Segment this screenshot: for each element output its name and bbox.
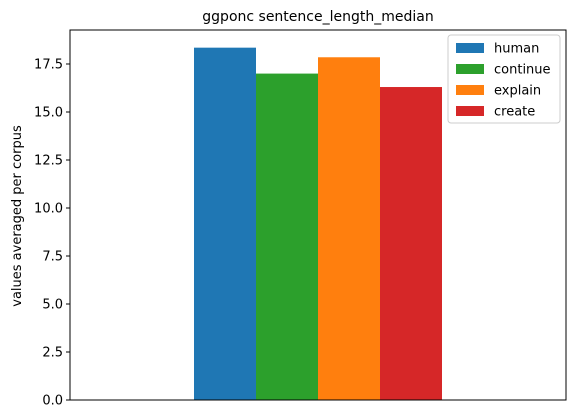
- y-tick-label: 17.5: [34, 57, 63, 72]
- legend-swatch-explain: [456, 85, 484, 95]
- bar-human: [194, 47, 256, 400]
- legend-label-continue: continue: [494, 63, 551, 78]
- y-tick-label: 12.5: [34, 153, 63, 168]
- legend-label-explain: explain: [494, 84, 541, 99]
- y-tick-label: 0.0: [42, 394, 63, 409]
- y-axis-label: values averaged per corpus: [10, 125, 25, 307]
- y-tick-label: 15.0: [34, 105, 63, 120]
- plot-frame: [69, 29, 567, 401]
- legend-label-human: human: [494, 42, 539, 57]
- bar-continue: [256, 73, 318, 401]
- legend-swatch-continue: [456, 64, 484, 74]
- y-tick-label: 7.5: [42, 249, 63, 264]
- y-tick-label: 5.0: [42, 297, 63, 312]
- bar-explain: [318, 57, 380, 401]
- chart-title: ggponc sentence_length_median: [202, 9, 433, 25]
- legend: human continue explain create: [447, 34, 561, 124]
- legend-box: [447, 34, 561, 124]
- legend-label-create: create: [494, 105, 535, 120]
- bar-create: [380, 87, 442, 401]
- y-tick-label: 2.5: [42, 345, 63, 360]
- y-ticks-group: 0.0 2.5 5.0 7.5 10.0 12.5 15.0 17.5: [34, 57, 70, 409]
- bars-group: [194, 47, 442, 401]
- y-tick-label: 10.0: [34, 201, 63, 216]
- legend-swatch-create: [456, 106, 484, 116]
- legend-swatch-human: [456, 43, 484, 53]
